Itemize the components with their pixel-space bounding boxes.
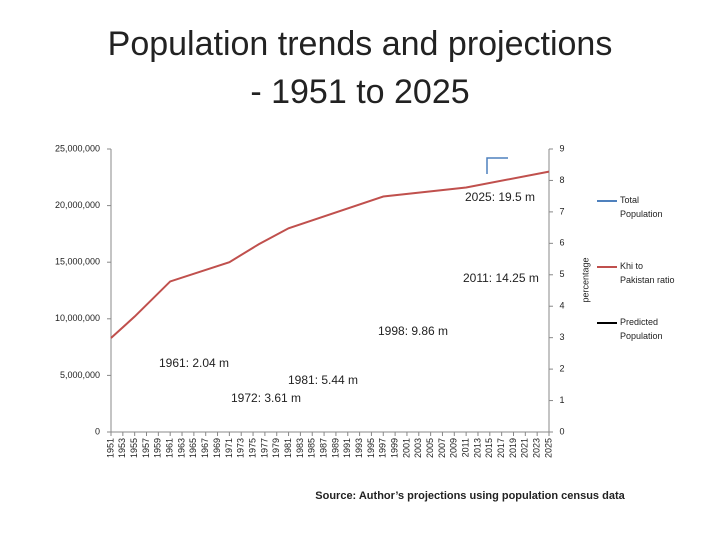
x-tick-label: 1967 [200,438,210,458]
y2-tick-label: 5 [559,269,564,279]
x-tick-label: 2001 [401,438,411,458]
legend-label: Predicted Population [620,317,663,341]
y-tick-label: 0 [95,426,100,436]
x-tick-label: 1997 [378,438,388,458]
x-tick-label: 1975 [247,438,257,458]
x-tick-label: 2011 [461,438,471,457]
x-tick-label: 1965 [188,438,198,458]
x-tick-label: 2023 [532,438,542,458]
annotation: 1972: 3.61 m [231,391,301,405]
x-tick-label: 1961 [165,438,175,458]
annotation: 1998: 9.86 m [378,324,448,338]
x-tick-label: 1955 [129,438,139,458]
x-tick-label: 1957 [141,438,151,458]
y2-tick-label: 0 [559,426,564,436]
x-tick-label: 1985 [307,438,317,458]
y2-tick-label: 7 [559,206,564,216]
x-tick-label: 2005 [425,438,435,458]
x-tick-label: 1977 [259,438,269,458]
annotation: 2011: 14.25 m [463,271,539,285]
x-tick-label: 1969 [212,438,222,458]
chart-subtitle: - 1951 to 2025 [250,73,469,111]
x-tick-label: 1995 [366,438,376,458]
data-line [110,170,550,339]
x-tick-label: 2009 [449,438,459,458]
y-tick-label: 15,000,000 [55,257,100,267]
source-note: Source: Author’s projections using popul… [315,490,625,502]
x-tick-label: 1983 [295,438,305,458]
y2-tick-label: 3 [559,332,564,342]
y-tick-label: 10,000,000 [55,313,100,323]
x-tick-label: 1953 [117,438,127,458]
x-tick-label: 1979 [271,438,281,458]
y2-tick-label: 2 [559,363,564,373]
legend-label: Khi to Pakistan ratio [620,261,675,285]
x-tick-label: 1959 [153,438,163,458]
x-tick-label: 2015 [484,438,494,458]
x-tick-label: 1981 [283,438,293,458]
x-tick-label: 2007 [437,438,447,458]
x-tick-label: 2003 [413,438,423,458]
x-tick-label: 1993 [354,438,364,458]
x-tick-label: 1999 [389,438,399,458]
y2-tick-label: 1 [559,395,564,405]
x-tick-label: 1963 [176,438,186,458]
y2-tick-label: 9 [559,143,564,153]
x-tick-label: 2025 [543,438,553,458]
x-tick-label: 2013 [472,438,482,458]
y-tick-label: 20,000,000 [55,200,100,210]
x-tick-label: 1973 [236,438,246,458]
y2-axis-label: percentage [580,257,590,302]
y-tick-label: 5,000,000 [60,370,100,380]
x-tick-label: 1987 [318,438,328,458]
x-tick-label: 2019 [508,438,518,458]
y2-tick-label: 4 [559,301,564,311]
y-tick-label: 25,000,000 [55,143,100,153]
annotation: 1961: 2.04 m [159,356,229,370]
legend-label: Total Population [620,195,663,219]
y2-tick-label: 8 [559,175,564,185]
x-tick-label: 1991 [342,438,352,458]
arrow-decoration [486,157,508,174]
x-tick-label: 1951 [105,438,115,458]
x-tick-label: 1971 [224,438,234,458]
chart-title: Population trends and projections [108,25,613,63]
annotation: 2025: 19.5 m [465,190,535,204]
x-tick-label: 2017 [496,438,506,458]
x-tick-label: 2021 [520,438,530,458]
x-tick-label: 1989 [330,438,340,458]
annotation: 1981: 5.44 m [288,373,358,387]
y2-tick-label: 6 [559,238,564,248]
